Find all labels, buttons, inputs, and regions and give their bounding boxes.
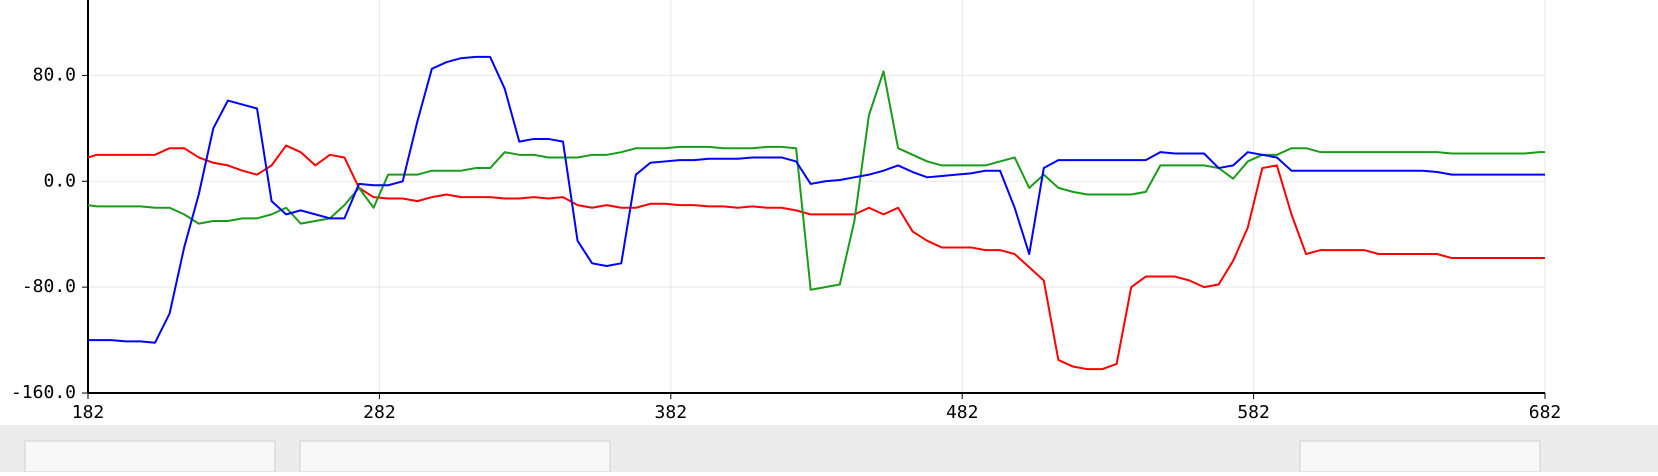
y-tick-label: 80.0 xyxy=(33,64,76,85)
series-line xyxy=(87,144,1545,371)
y-tick-label: -160.0 xyxy=(11,382,76,403)
x-tick-label: 282 xyxy=(363,402,396,423)
series-line xyxy=(88,55,1545,344)
x-tick-label: 482 xyxy=(946,402,979,423)
x-tick-label: 582 xyxy=(1237,402,1270,423)
y-tick-label: 0.0 xyxy=(43,170,76,191)
x-tick-label: 682 xyxy=(1529,402,1562,423)
input-box[interactable] xyxy=(24,440,276,473)
x-tick-label: 382 xyxy=(655,402,688,423)
dropdown[interactable] xyxy=(299,440,611,473)
dropdown[interactable] xyxy=(1299,440,1541,473)
y-tick-label: -80.0 xyxy=(22,276,76,297)
x-tick-label: 182 xyxy=(72,402,105,423)
series-line xyxy=(87,70,1545,291)
